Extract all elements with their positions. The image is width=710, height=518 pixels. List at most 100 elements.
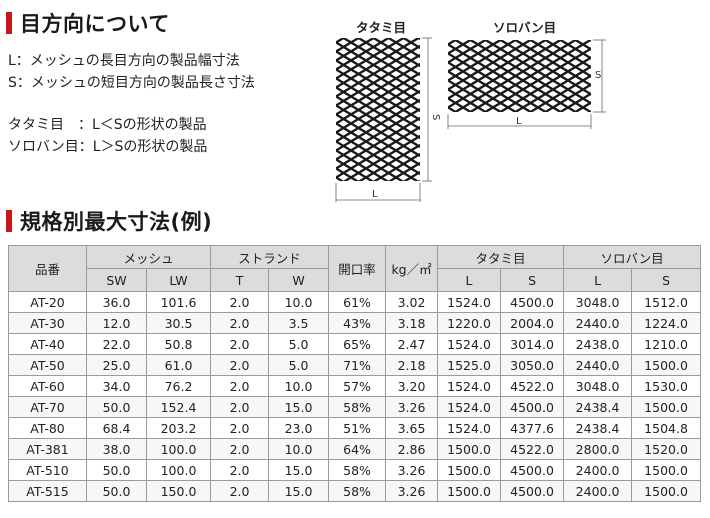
soroban-mesh-cell (499, 106, 517, 112)
table-cell: 30.5 (145, 312, 212, 334)
title-accent-bar (6, 210, 12, 232)
table-cell: 1524.0 (437, 417, 502, 439)
tatami-mesh-cell (336, 50, 338, 53)
desc-soroban: ソロバン目：L＞Sの形状の製品 (8, 139, 208, 155)
table-cell: 203.2 (145, 417, 212, 439)
table-cell: 1524.0 (437, 375, 502, 397)
table-cell: 2004.0 (500, 312, 565, 334)
tatami-mesh-cell (336, 104, 338, 107)
table-row: AT-70 50.0 152.4 2.0 15.0 58% 3.26 1524.0 4500.0… (8, 396, 702, 418)
tatami-mesh-cell (418, 180, 419, 181)
table-cell: 1524.0 (437, 396, 502, 418)
tatami-mesh-cell (336, 122, 338, 125)
soroban-mesh-cell (559, 106, 577, 112)
table-cell: 3.02 (385, 291, 439, 313)
table-cell: 3.26 (385, 459, 439, 481)
header-soroban-l: L (563, 268, 633, 292)
soroban-mesh-cell (598, 103, 610, 112)
table-row: AT-20 36.0 101.6 2.0 10.0 61% 3.02 1524.0 4500.0… (8, 291, 702, 313)
table-cell: 1520.0 (631, 438, 702, 460)
table-row: AT-80 68.4 203.2 2.0 23.0 51% 3.65 1524.0 4377.6… (8, 417, 702, 439)
tatami-mesh-cell (336, 41, 338, 44)
soroban-mesh-cell (558, 40, 563, 42)
soroban-mesh-cell (454, 106, 472, 112)
table-cell: 2.0 (210, 312, 270, 334)
tatami-mesh-cell (336, 68, 338, 71)
table-cell: 4377.6 (500, 417, 565, 439)
soroban-mesh-cell (453, 110, 458, 112)
table-cell: 5.0 (268, 354, 330, 376)
soroban-mesh-cell (444, 36, 448, 40)
header-sw: SW (86, 268, 147, 292)
soroban-mesh-cell (558, 110, 563, 112)
tatami-mesh-cell (336, 77, 338, 80)
header-tatami-s: S (500, 268, 565, 292)
soroban-mesh-cell (448, 79, 450, 82)
table-cell: 2.0 (210, 459, 270, 481)
tatami-mesh-cell (426, 182, 440, 191)
table-cell: 3.5 (268, 312, 330, 334)
soroban-mesh-cell (544, 106, 562, 112)
tatami-mesh-cell (417, 62, 420, 68)
tatami-s-dim-label: S (430, 114, 440, 120)
soroban-mesh-cell (448, 97, 450, 100)
table-cell: 152.4 (145, 396, 212, 418)
header-tatami: タタミ目 (437, 245, 565, 269)
soroban-mesh-cell (573, 110, 578, 112)
header-tatami-l: L (437, 268, 502, 292)
table-cell: 1512.0 (631, 291, 702, 313)
table-cell: AT-40 (8, 333, 87, 355)
table-cell: 2438.0 (563, 333, 633, 355)
table-cell: 1500.0 (437, 480, 502, 502)
soroban-diagram-label: ソロバン目 (493, 20, 557, 35)
tatami-mesh-cell (409, 171, 420, 181)
tatami-mesh-cell (388, 180, 389, 181)
table-cell: 50.0 (86, 480, 147, 502)
title-accent-bar (6, 12, 12, 34)
tatami-mesh-cell (336, 113, 338, 116)
table-cell: 15.0 (268, 396, 330, 418)
header-weight: kg／㎡ (385, 245, 439, 292)
soroban-mesh-cell (598, 40, 610, 49)
tatami-mesh-cell (401, 38, 406, 40)
soroban-mesh-cell (573, 40, 578, 42)
tatami-mesh-cell (417, 170, 420, 176)
table-cell: 22.0 (86, 333, 147, 355)
tatami-mesh-cell (356, 38, 361, 40)
soroban-s-dim-label: S (595, 70, 601, 81)
tatami-mesh-pattern (330, 34, 440, 191)
soroban-mesh-cell (528, 40, 533, 42)
soroban-mesh-cell (588, 40, 591, 42)
table-cell: 2440.0 (563, 354, 633, 376)
tatami-mesh-diagram: S L (330, 34, 440, 202)
table-cell: 3048.0 (563, 375, 633, 397)
table-cell: 2.0 (210, 417, 270, 439)
tatami-mesh-cell (336, 140, 338, 143)
table-cell: 1224.0 (631, 312, 702, 334)
table-cell: 71% (328, 354, 387, 376)
soroban-mesh-cell (448, 106, 450, 109)
table-cell: 100.0 (145, 459, 212, 481)
table-cell: 3014.0 (500, 333, 565, 355)
tatami-diagram-label: タタミ目 (356, 20, 407, 35)
soroban-mesh-cell (448, 43, 450, 46)
table-cell: 1500.0 (631, 354, 702, 376)
table-cell: AT-50 (8, 354, 87, 376)
table-cell: AT-20 (8, 291, 87, 313)
table-cell: 1210.0 (631, 333, 702, 355)
table-cell: 2.0 (210, 480, 270, 502)
header-t: T (210, 268, 270, 292)
table-row: AT-515 50.0 150.0 2.0 15.0 58% 3.26 1500.0 4500.… (8, 480, 702, 502)
table-cell: 43% (328, 312, 387, 334)
tatami-mesh-cell (417, 80, 420, 86)
table-cell: 2438.4 (563, 417, 633, 439)
table-cell: 2.0 (210, 333, 270, 355)
soroban-mesh-cell (588, 110, 591, 112)
tatami-mesh-cell (417, 44, 420, 50)
table-cell: AT-80 (8, 417, 87, 439)
soroban-mesh-cell (574, 106, 591, 112)
header-w: W (268, 268, 330, 292)
table-header-row: 品番 メッシュ ストランド 開口率 kg／㎡ タタミ目 ソロバン目 (8, 245, 702, 292)
tatami-mesh-cell (330, 34, 336, 38)
soroban-mesh-cell (444, 112, 448, 121)
